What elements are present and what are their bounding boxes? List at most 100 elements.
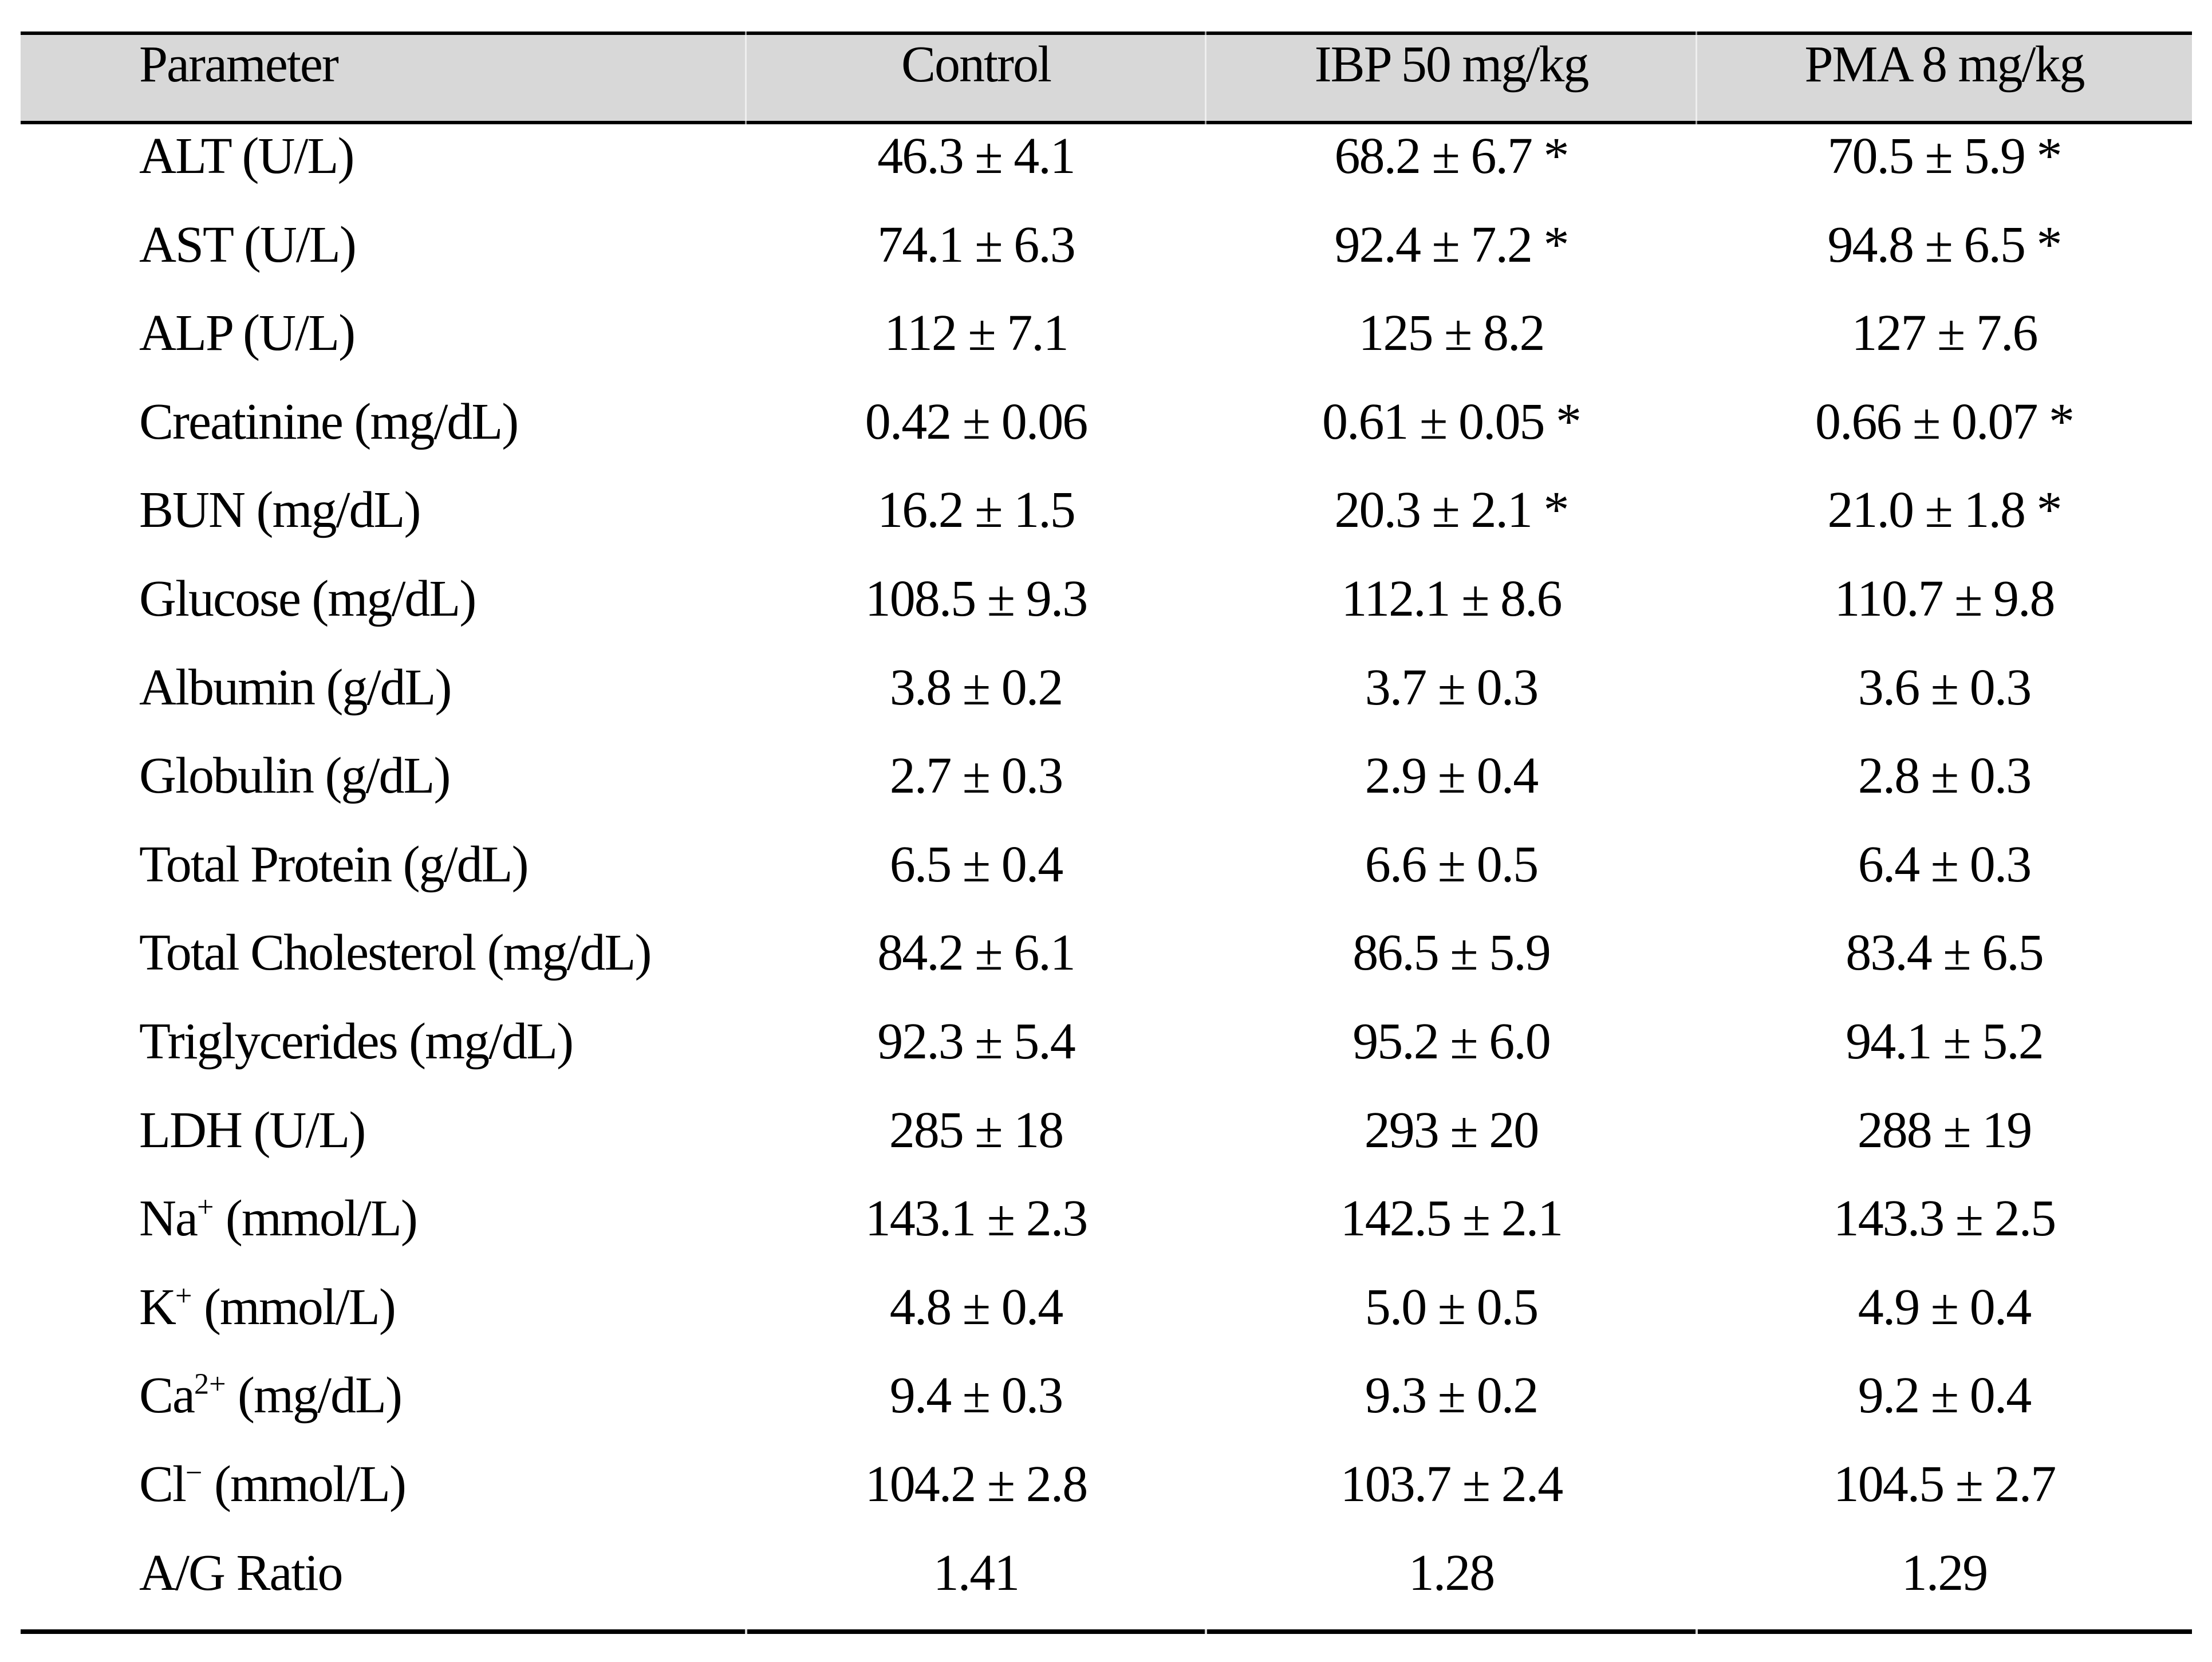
table-row: Globulin (g/dL) 2.7 ± 0.3 2.9 ± 0.4 2.8 ± 0…: [21, 744, 2192, 833]
value-cell-control: 104.2 ± 2.8: [865, 1455, 1088, 1513]
parameter-label: Globulin (g/dL): [139, 747, 451, 805]
table-row: A/G Ratio 1.41 1.28 1.29: [21, 1541, 2192, 1630]
rule-gap: [745, 1629, 747, 1635]
value-cell-pma: 110.7 ± 9.8: [1834, 570, 2055, 627]
parameter-label: Total Protein (g/dL): [139, 836, 529, 893]
value-cell-pma: 6.4 ± 0.3: [1858, 836, 2032, 893]
parameter-cell: Ca2+ (mg/dL): [21, 1364, 746, 1452]
value-cell-control: 84.2 ± 6.1: [877, 924, 1075, 982]
parameter-label: Albumin (g/dL): [139, 659, 452, 716]
value-cell-control: 285 ± 18: [889, 1101, 1064, 1159]
parameter-cell: K+ (mmol/L): [21, 1275, 746, 1364]
value-cell-pma: 0.66 ± 0.07 *: [1815, 393, 2075, 450]
table-row: BUN (mg/dL) 16.2 ± 1.5 20.3 ± 2.1 * 21.0 ± …: [21, 478, 2192, 567]
value-cell-ibp: 6.6 ± 0.5: [1365, 836, 1539, 893]
parameter-cell: Na+ (mmol/L): [21, 1187, 746, 1275]
value-cell-ibp: 3.7 ± 0.3: [1365, 659, 1539, 716]
parameter-cell: Albumin (g/dL): [21, 656, 746, 745]
header-cell-control: Control: [901, 36, 1052, 93]
value-cell-ibp: 142.5 ± 2.1: [1340, 1190, 1563, 1247]
value-cell-control: 92.3 ± 5.4: [877, 1013, 1075, 1070]
value-cell-control: 46.3 ± 4.1: [877, 128, 1075, 184]
parameter-label: AST (U/L): [139, 216, 357, 273]
value-cell-pma: 21.0 ± 1.8 *: [1827, 482, 2063, 539]
header-cell-parameter: Parameter: [139, 36, 339, 93]
header-cell-ibp: IBP 50 mg/kg: [1314, 36, 1590, 93]
value-cell-ibp: 103.7 ± 2.4: [1340, 1455, 1563, 1513]
parameter-cell: BUN (mg/dL): [21, 478, 746, 567]
parameter-superscript: +: [175, 1279, 192, 1313]
header-cell-pma: PMA 8 mg/kg: [1804, 36, 2085, 93]
table-row: Ca2+ (mg/dL) 9.4 ± 0.3 9.3 ± 0.2 9.2 ± 0.4: [21, 1364, 2192, 1452]
value-cell-pma: 2.8 ± 0.3: [1858, 747, 2032, 805]
parameter-cell: ALT (U/L): [21, 124, 746, 213]
column-separator: [1205, 31, 1206, 124]
parameter-cell: Total Cholesterol (mg/dL): [21, 921, 746, 1010]
value-cell-pma: 3.6 ± 0.3: [1858, 659, 2032, 716]
value-cell-pma: 70.5 ± 5.9 *: [1827, 128, 2063, 184]
table-row: Cl− (mmol/L) 104.2 ± 2.8 103.7 ± 2.4 104.5 …: [21, 1452, 2192, 1541]
value-cell-ibp: 2.9 ± 0.4: [1365, 747, 1539, 805]
value-cell-ibp: 9.3 ± 0.2: [1365, 1367, 1539, 1424]
parameter-cell: Glucose (mg/dL): [21, 567, 746, 656]
value-cell-pma: 83.4 ± 6.5: [1846, 924, 2044, 982]
parameter-superscript: −: [186, 1456, 203, 1490]
table-row: Total Protein (g/dL) 6.5 ± 0.4 6.6 ± 0.5 6.…: [21, 833, 2192, 921]
value-cell-ibp: 0.61 ± 0.05 *: [1322, 393, 1582, 450]
parameter-superscript: +: [196, 1190, 214, 1224]
value-cell-pma: 288 ± 19: [1857, 1101, 2032, 1159]
value-cell-control: 143.1 ± 2.3: [865, 1190, 1088, 1247]
parameter-label: Glucose (mg/dL): [139, 570, 476, 627]
value-cell-pma: 104.5 ± 2.7: [1833, 1455, 2056, 1513]
value-cell-control: 9.4 ± 0.3: [889, 1367, 1063, 1424]
parameter-label: Na: [139, 1190, 198, 1247]
value-cell-control: 1.41: [933, 1544, 1020, 1601]
serum-biochemistry-table: Parameter Control IBP 50 mg/kg PMA 8 mg/…: [21, 31, 2192, 1635]
value-cell-control: 3.8 ± 0.2: [889, 659, 1063, 716]
table-row: Na+ (mmol/L) 143.1 ± 2.3 142.5 ± 2.1 143.3 …: [21, 1187, 2192, 1275]
parameter-cell: Globulin (g/dL): [21, 744, 746, 833]
value-cell-ibp: 112.1 ± 8.6: [1341, 570, 1562, 627]
value-cell-control: 108.5 ± 9.3: [865, 570, 1088, 627]
column-separator: [745, 31, 747, 124]
parameter-unit: (mmol/L): [214, 1190, 418, 1247]
value-cell-pma: 94.1 ± 5.2: [1846, 1013, 2044, 1070]
parameter-cell: Total Protein (g/dL): [21, 833, 746, 921]
value-cell-control: 112 ± 7.1: [884, 305, 1069, 362]
table-row: ALP (U/L) 112 ± 7.1 125 ± 8.2 127 ± 7.6: [21, 301, 2192, 390]
header-row: Parameter Control IBP 50 mg/kg PMA 8 mg/…: [21, 31, 2192, 124]
value-cell-ibp: 125 ± 8.2: [1358, 305, 1545, 362]
parameter-label: Creatinine (mg/dL): [139, 393, 519, 450]
parameter-unit: (mmol/L): [202, 1455, 407, 1513]
value-cell-ibp: 92.4 ± 7.2 *: [1334, 216, 1570, 273]
parameter-cell: Triglycerides (mg/dL): [21, 1010, 746, 1098]
rule-gap: [1205, 1629, 1207, 1635]
value-cell-ibp: 68.2 ± 6.7 *: [1334, 128, 1570, 184]
table-body: ALT (U/L) 46.3 ± 4.1 68.2 ± 6.7 * 70.5 ± 5.…: [21, 124, 2192, 1635]
parameter-cell: Cl− (mmol/L): [21, 1452, 746, 1541]
table-row: LDH (U/L) 285 ± 18 293 ± 20 288 ± 19: [21, 1098, 2192, 1187]
value-cell-ibp: 86.5 ± 5.9: [1353, 924, 1551, 982]
table-row: Total Cholesterol (mg/dL) 84.2 ± 6.1 86.5 …: [21, 921, 2192, 1010]
parameter-label: Ca: [139, 1367, 195, 1424]
parameter-label: BUN (mg/dL): [139, 482, 421, 539]
parameter-label: LDH (U/L): [139, 1101, 366, 1159]
rule-gap: [1696, 1629, 1698, 1635]
parameter-cell: ALP (U/L): [21, 301, 746, 390]
parameter-label: A/G Ratio: [139, 1544, 343, 1601]
value-cell-pma: 94.8 ± 6.5 *: [1827, 216, 2063, 273]
table-row: ALT (U/L) 46.3 ± 4.1 68.2 ± 6.7 * 70.5 ± 5.…: [21, 124, 2192, 213]
table-row: K+ (mmol/L) 4.8 ± 0.4 5.0 ± 0.5 4.9 ± 0.4: [21, 1275, 2192, 1364]
parameter-label: Cl: [139, 1455, 187, 1513]
parameter-label: ALP (U/L): [139, 305, 356, 362]
value-cell-ibp: 5.0 ± 0.5: [1365, 1278, 1539, 1336]
parameter-label: Triglycerides (mg/dL): [139, 1013, 574, 1070]
value-cell-pma: 9.2 ± 0.4: [1858, 1367, 2032, 1424]
parameter-superscript: 2+: [194, 1367, 226, 1401]
value-cell-pma: 1.29: [1901, 1544, 1989, 1601]
table-row: Glucose (mg/dL) 108.5 ± 9.3 112.1 ± 8.6 110…: [21, 567, 2192, 656]
value-cell-control: 4.8 ± 0.4: [889, 1278, 1063, 1336]
table-row: Triglycerides (mg/dL) 92.3 ± 5.4 95.2 ± 6.…: [21, 1010, 2192, 1098]
value-cell-ibp: 95.2 ± 6.0: [1353, 1013, 1551, 1070]
parameter-cell: A/G Ratio: [21, 1541, 746, 1630]
